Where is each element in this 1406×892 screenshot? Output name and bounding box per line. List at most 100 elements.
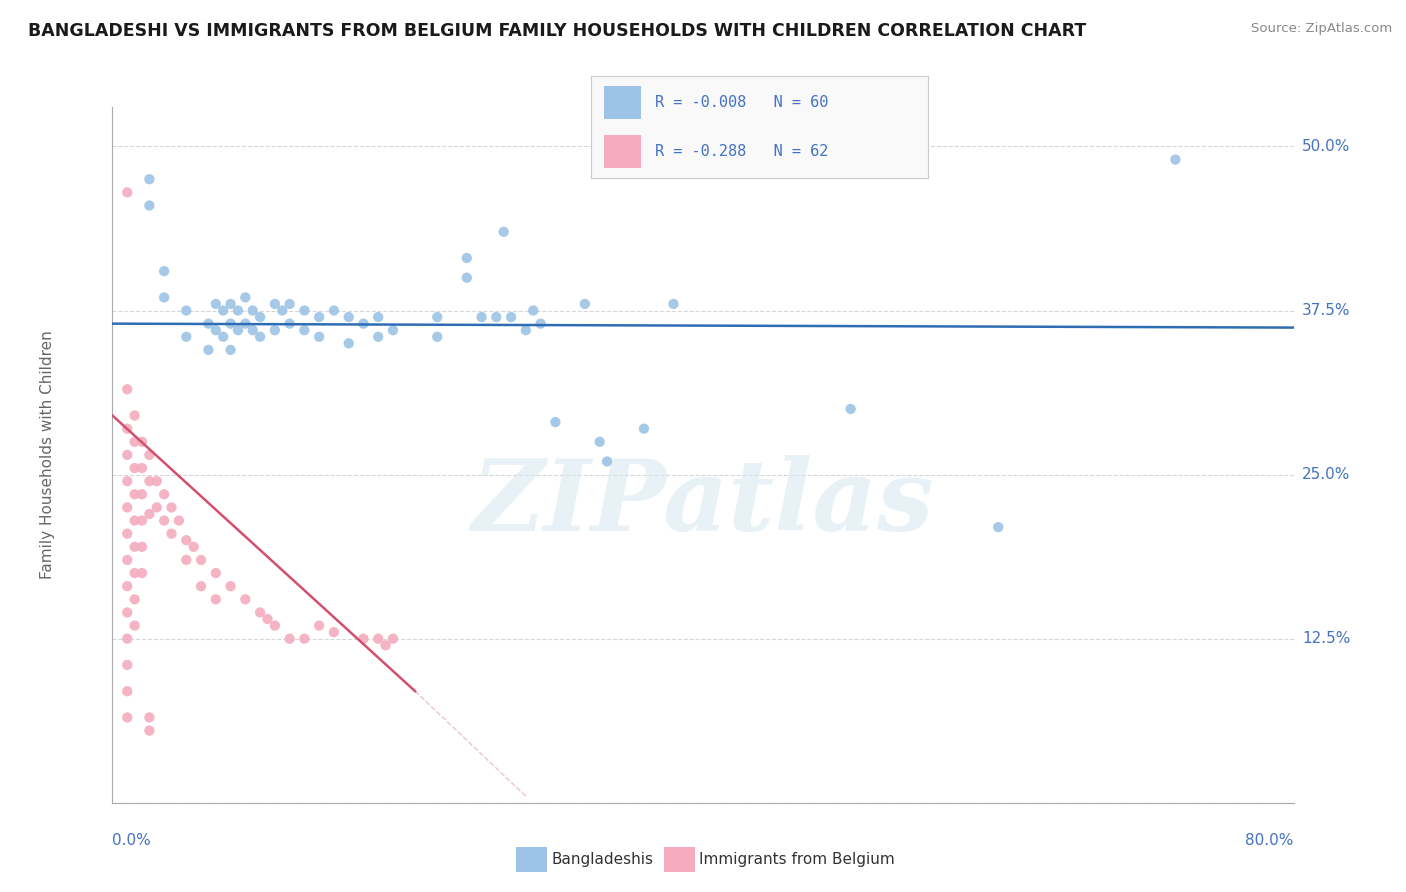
Point [522, 303, 544, 318]
Point [124, 461, 146, 475]
Point [219, 343, 242, 357]
Point [160, 500, 183, 515]
Text: Family Households with Children: Family Households with Children [39, 331, 55, 579]
FancyBboxPatch shape [605, 136, 641, 168]
Point [117, 448, 138, 462]
Point [337, 310, 360, 324]
Point [212, 303, 235, 318]
Point [382, 632, 405, 646]
Point [515, 323, 537, 337]
Point [337, 336, 360, 351]
Point [117, 579, 138, 593]
Point [264, 618, 287, 632]
Point [574, 297, 596, 311]
Point [183, 540, 205, 554]
Point [197, 317, 219, 331]
Point [839, 401, 862, 416]
Text: 12.5%: 12.5% [1302, 632, 1350, 646]
Point [124, 434, 146, 449]
Point [249, 330, 271, 344]
Point [308, 330, 330, 344]
Point [456, 270, 478, 285]
Point [197, 343, 219, 357]
Point [292, 323, 315, 337]
Point [382, 323, 405, 337]
Point [117, 500, 138, 515]
Point [117, 422, 138, 436]
Point [205, 297, 228, 311]
Point [226, 303, 249, 318]
Point [292, 632, 315, 646]
Point [308, 310, 330, 324]
Text: BANGLADESHI VS IMMIGRANTS FROM BELGIUM FAMILY HOUSEHOLDS WITH CHILDREN CORRELATI: BANGLADESHI VS IMMIGRANTS FROM BELGIUM F… [28, 22, 1087, 40]
Point [264, 323, 287, 337]
Point [352, 317, 374, 331]
Point [367, 310, 389, 324]
Point [131, 540, 153, 554]
Point [131, 487, 153, 501]
Point [249, 606, 271, 620]
Point [292, 303, 315, 318]
Point [426, 310, 449, 324]
Point [117, 710, 138, 724]
FancyBboxPatch shape [605, 87, 641, 119]
Point [138, 448, 160, 462]
Point [117, 474, 138, 488]
Point [456, 251, 478, 265]
Point [153, 514, 176, 528]
Point [426, 330, 449, 344]
Point [174, 330, 197, 344]
Point [1164, 153, 1187, 167]
Point [501, 310, 523, 324]
Point [596, 454, 619, 468]
Point [146, 500, 169, 515]
Point [124, 566, 146, 580]
Point [308, 618, 330, 632]
Point [131, 566, 153, 580]
Point [117, 526, 138, 541]
Point [117, 632, 138, 646]
Point [117, 553, 138, 567]
Point [249, 310, 271, 324]
Text: Immigrants from Belgium: Immigrants from Belgium [699, 853, 894, 867]
Point [205, 566, 228, 580]
Point [205, 592, 228, 607]
Point [174, 533, 197, 548]
Point [242, 303, 264, 318]
Point [662, 297, 685, 311]
Point [190, 553, 212, 567]
Point [117, 657, 138, 672]
Point [226, 323, 249, 337]
Text: R = -0.288   N = 62: R = -0.288 N = 62 [655, 145, 828, 160]
Point [485, 310, 508, 324]
Point [138, 710, 160, 724]
Text: 25.0%: 25.0% [1302, 467, 1350, 482]
Point [323, 303, 346, 318]
Point [138, 507, 160, 521]
Point [138, 198, 160, 212]
Point [153, 487, 176, 501]
Point [131, 434, 153, 449]
Point [278, 317, 301, 331]
Text: 50.0%: 50.0% [1302, 139, 1350, 154]
Point [278, 297, 301, 311]
Point [212, 330, 235, 344]
Point [138, 172, 160, 186]
Point [492, 225, 515, 239]
Point [367, 632, 389, 646]
Point [219, 579, 242, 593]
Point [131, 461, 153, 475]
Point [242, 323, 264, 337]
Point [117, 186, 138, 200]
Point [633, 422, 655, 436]
Point [190, 579, 212, 593]
Point [153, 290, 176, 304]
Point [153, 264, 176, 278]
Point [588, 434, 610, 449]
Text: R = -0.008   N = 60: R = -0.008 N = 60 [655, 95, 828, 110]
Point [233, 592, 256, 607]
Point [271, 303, 294, 318]
Point [219, 297, 242, 311]
Point [160, 526, 183, 541]
Point [117, 382, 138, 396]
